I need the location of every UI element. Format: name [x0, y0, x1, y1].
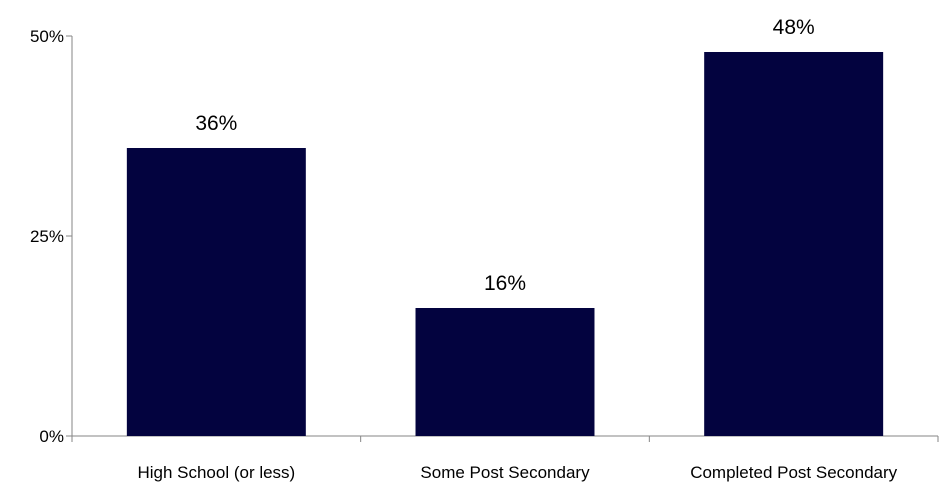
data-label: 48% [773, 16, 815, 39]
y-tick-label: 25% [30, 227, 64, 246]
bar [704, 52, 884, 436]
x-axis: High School (or less) Some Post Secondary… [71, 435, 939, 482]
bars [126, 52, 884, 436]
x-category-label: Some Post Secondary [420, 463, 590, 482]
data-label: 36% [195, 112, 237, 135]
bar [415, 308, 595, 436]
y-tick-label: 0% [39, 427, 64, 446]
y-axis: 0% 25% 50% [30, 27, 73, 446]
x-category-label: Completed Post Secondary [690, 463, 897, 482]
y-tick-label: 50% [30, 27, 64, 46]
x-category-label: High School (or less) [137, 463, 295, 482]
data-labels: 36% 16% 48% [195, 16, 814, 295]
data-label: 16% [484, 272, 526, 295]
bar [126, 148, 306, 436]
